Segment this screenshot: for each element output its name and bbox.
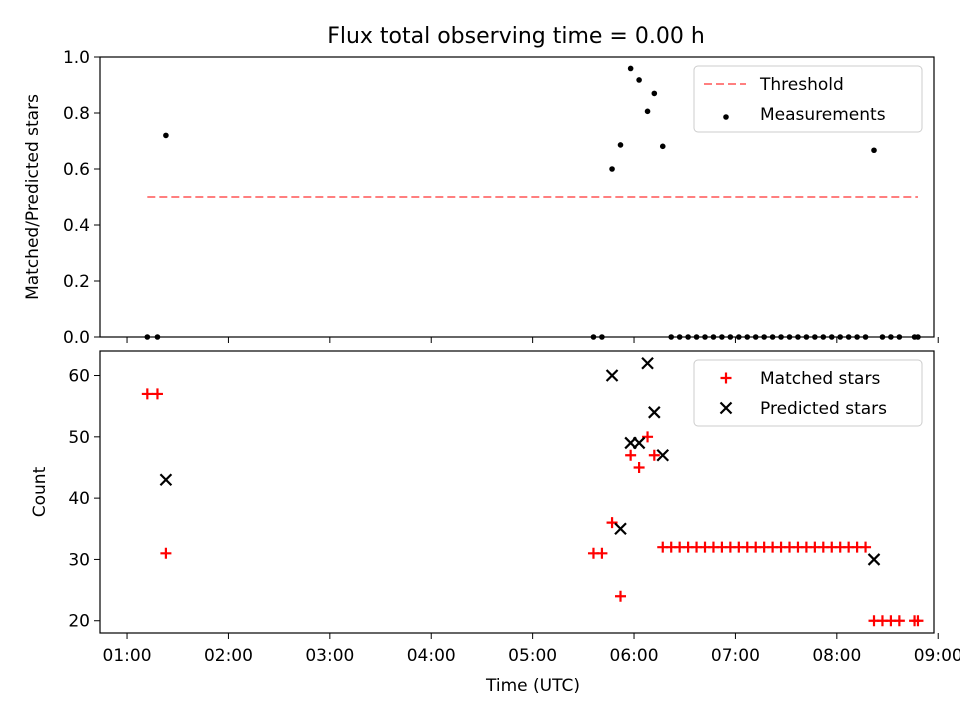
data-point-measurement [915, 334, 921, 340]
data-point-predicted [648, 406, 661, 419]
x-tick-label: 06:00 [610, 646, 659, 666]
data-point-matched [596, 547, 608, 559]
data-point-measurement [871, 147, 877, 154]
legend-box [693, 65, 923, 133]
data-point-measurement [651, 90, 658, 97]
data-point-measurement [820, 334, 827, 340]
x-tick-label: 05:00 [508, 646, 557, 666]
legend-label: Measurements [760, 105, 886, 125]
data-point-measurement [744, 334, 751, 340]
y-tick-label: 0.8 [63, 104, 90, 124]
legend-box [693, 359, 923, 427]
data-point-matched [625, 449, 637, 461]
data-point-measurement [617, 142, 624, 148]
y-tick-label: 1.0 [63, 48, 90, 68]
x-tick-label: 07:00 [711, 646, 760, 666]
legend-matched-swatch [720, 372, 732, 384]
x-tick-label: 01:00 [103, 646, 152, 666]
data-point-measurement [778, 334, 784, 340]
data-point-predicted [641, 356, 654, 370]
data-point-measurement [862, 334, 869, 340]
data-point-measurement [644, 108, 651, 115]
bottom-panel-counts: 20 30 40 50 60 01:00 02:00 03:00 04:00 05:00 06:00… [30, 350, 960, 696]
data-point-matched [633, 461, 645, 473]
data-point-measurement [685, 334, 691, 340]
data-point-matched [141, 388, 153, 400]
data-point-predicted [159, 473, 173, 487]
data-point-predicted [614, 522, 627, 536]
y-tick-label: 60 [68, 367, 90, 387]
y-tick-label: 0.2 [63, 272, 90, 292]
data-point-measurement [896, 334, 903, 340]
data-point-predicted [605, 369, 619, 382]
data-point-measurement [828, 334, 835, 340]
y-tick-label: 30 [68, 550, 90, 570]
y-axis-label: Matched/Predicted stars [23, 94, 43, 300]
x-tick-label: 02:00 [204, 646, 253, 666]
data-point-measurement [693, 334, 700, 340]
data-point-measurement [609, 166, 615, 172]
data-point-measurement [659, 143, 666, 150]
legend-measurement-swatch [723, 114, 729, 120]
data-point-measurement [769, 334, 776, 340]
top-panel-ratio: 0.0 0.2 0.4 0.6 0.8 1.0 Matched/Predicted star… [23, 48, 939, 348]
data-point-predicted [867, 553, 881, 566]
data-point-matched [160, 547, 172, 559]
legend-predicted-swatch [719, 401, 733, 415]
data-point-measurement [727, 334, 734, 340]
data-point-measurement [668, 334, 675, 340]
legend-label: Matched stars [760, 369, 880, 389]
data-point-measurement [163, 132, 169, 139]
data-point-predicted [656, 448, 670, 462]
x-tick-label: 04:00 [407, 646, 456, 666]
y-axis-label: Count [30, 466, 50, 517]
data-point-measurement [812, 334, 818, 340]
data-point-measurement [879, 334, 886, 340]
data-point-measurement [854, 334, 860, 340]
figure-title: Flux total observing time = 0.00 h [327, 24, 705, 49]
data-point-measurement [154, 334, 161, 340]
data-point-matched [615, 590, 627, 602]
y-tick-label: 0.6 [63, 160, 90, 180]
data-point-measurement [888, 334, 894, 340]
data-point-measurement [702, 334, 708, 340]
data-point-measurement [676, 334, 683, 340]
data-point-measurement [752, 334, 759, 340]
legend-label: Predicted stars [760, 399, 887, 419]
data-point-measurement [845, 334, 852, 340]
data-point-measurement [590, 334, 597, 340]
y-tick-label: 0.4 [63, 216, 90, 236]
data-point-measurement [837, 334, 844, 340]
data-point-matched [893, 615, 905, 627]
data-point-matched [151, 388, 163, 400]
y-tick-label: 20 [68, 612, 90, 632]
x-tick-label: 08:00 [812, 646, 861, 666]
data-point-measurement [599, 334, 605, 340]
y-tick-label: 0.0 [63, 328, 90, 348]
data-point-predicted [632, 436, 646, 450]
legend-label: Threshold [759, 75, 844, 95]
data-point-measurement [761, 334, 767, 340]
data-point-measurement [719, 334, 725, 340]
data-point-matched [648, 449, 660, 461]
x-axis-label: Time (UTC) [485, 676, 580, 696]
data-point-measurement [736, 334, 742, 340]
plot-frame [99, 350, 935, 634]
x-tick-label: 03:00 [305, 646, 354, 666]
y-tick-label: 40 [68, 489, 90, 509]
data-point-measurement [803, 334, 810, 340]
data-point-measurement [795, 334, 801, 340]
x-tick-label: 09:00 [914, 646, 960, 666]
data-point-matched [860, 541, 872, 553]
data-point-matched [912, 615, 924, 627]
data-point-measurement [627, 65, 634, 72]
plot-frame [99, 56, 935, 338]
y-tick-label: 50 [68, 428, 90, 448]
data-point-measurement [786, 334, 793, 340]
data-point-measurement [636, 77, 642, 83]
data-point-measurement [144, 334, 151, 340]
data-point-measurement [710, 334, 717, 340]
